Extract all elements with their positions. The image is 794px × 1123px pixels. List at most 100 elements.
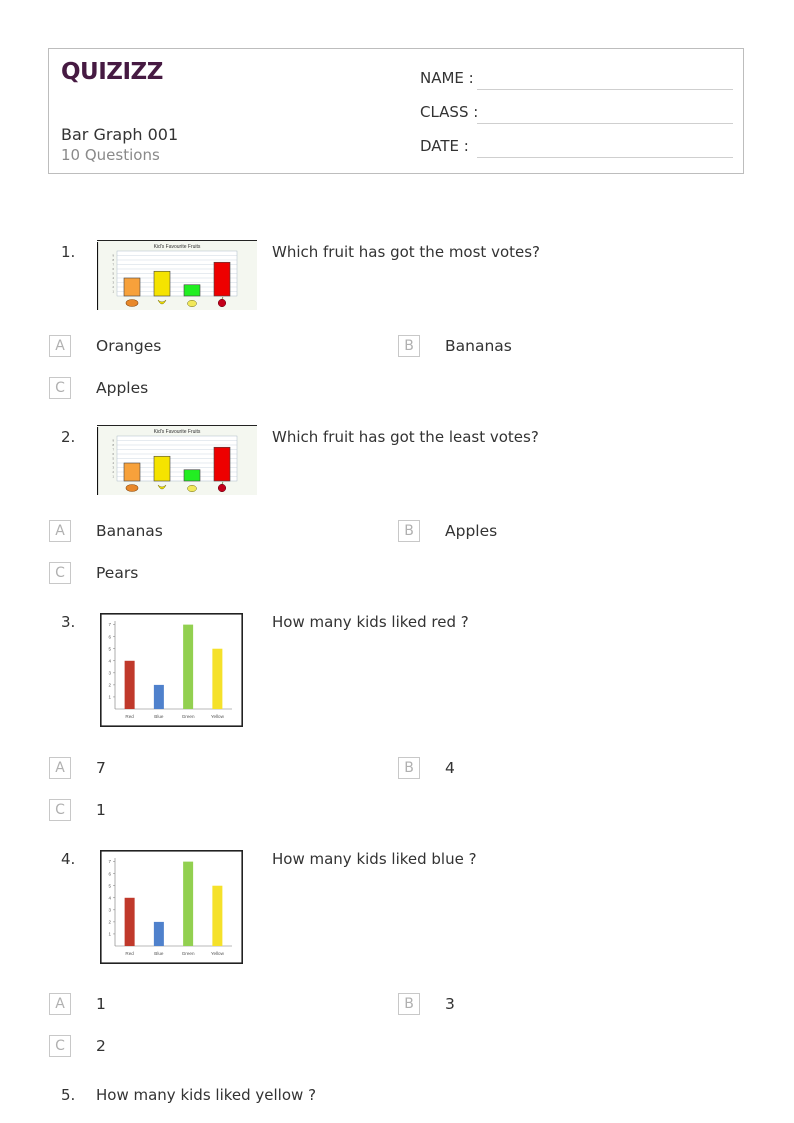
x-tick-label: Blue (154, 951, 164, 956)
option-text[interactable]: 7 (96, 759, 106, 777)
x-tick-label: Yellow (211, 714, 225, 719)
question-image: Kid's Favourite Fruits 1 2 3 4 5 6 7 8 9 (96, 240, 257, 314)
bar (213, 446, 231, 482)
question-number: 5. (61, 1086, 76, 1104)
y-tick-label: 6 (113, 267, 115, 271)
option-text[interactable]: 1 (96, 801, 106, 819)
bar (153, 455, 171, 482)
question-number: 3. (61, 613, 76, 631)
name-line (477, 89, 733, 90)
x-tick-label: Green (182, 714, 195, 719)
date-field[interactable]: DATE : (420, 137, 733, 158)
option-letter[interactable]: B (398, 993, 420, 1015)
x-tick-label: Red (125, 951, 134, 956)
bar (123, 277, 141, 297)
chart-title: Kid's Favourite Fruits (154, 429, 201, 435)
option-letter[interactable]: B (398, 335, 420, 357)
bar (153, 921, 164, 946)
option-letter[interactable]: C (49, 377, 71, 399)
y-tick-label: 8 (113, 258, 115, 262)
y-tick-label: 3 (108, 907, 111, 912)
option-letter[interactable]: A (49, 757, 71, 779)
option-text[interactable]: Pears (96, 564, 139, 582)
option-text[interactable]: 1 (96, 995, 106, 1013)
question-number: 2. (61, 428, 76, 446)
y-tick-label: 6 (108, 634, 111, 639)
banana-icon (157, 484, 167, 490)
worksheet-header: QUIZIZZ Bar Graph 001 10 Questions NAME … (48, 48, 744, 174)
bar (123, 462, 141, 482)
question-number: 1. (61, 243, 76, 261)
bar (212, 648, 223, 709)
banana-icon (157, 299, 167, 305)
option-text[interactable]: Apples (445, 522, 498, 540)
question-image: 1 2 3 4 5 6 7 Red Blue Green Yellow (100, 850, 243, 968)
question-image: Kid's Favourite Fruits 1 2 3 4 5 6 7 8 9 (96, 425, 257, 499)
y-tick-label: 4 (108, 895, 111, 900)
y-tick-label: 6 (108, 871, 111, 876)
y-tick-label: 2 (113, 285, 115, 289)
option-letter[interactable]: A (49, 993, 71, 1015)
bar (153, 270, 171, 297)
class-field[interactable]: CLASS : (420, 103, 733, 124)
option-letter[interactable]: B (398, 520, 420, 542)
option-letter[interactable]: A (49, 520, 71, 542)
quizizz-logo: QUIZIZZ (61, 59, 163, 85)
bar (183, 284, 201, 297)
y-tick-label: 1 (113, 290, 115, 294)
y-tick-label: 5 (108, 646, 111, 651)
class-line (477, 123, 733, 124)
apple-icon (217, 296, 227, 308)
y-tick-label: 6 (113, 452, 115, 456)
bar (213, 261, 231, 297)
option-letter[interactable]: A (49, 335, 71, 357)
apple-icon (217, 481, 227, 493)
option-text[interactable]: 3 (445, 995, 455, 1013)
bar (124, 660, 135, 709)
bar (183, 861, 194, 946)
date-line (477, 157, 733, 158)
y-tick-label: 2 (113, 470, 115, 474)
y-tick-label: 4 (108, 658, 111, 663)
option-letter[interactable]: B (398, 757, 420, 779)
option-letter[interactable]: C (49, 1035, 71, 1057)
y-tick-label: 2 (108, 682, 111, 687)
y-tick-label: 1 (108, 695, 111, 700)
y-tick-label: 4 (113, 276, 115, 280)
option-letter[interactable]: C (49, 799, 71, 821)
option-text[interactable]: Bananas (96, 522, 163, 540)
option-text[interactable]: Bananas (445, 337, 512, 355)
color-bar-chart: 1 2 3 4 5 6 7 Red Blue Green Yellow (100, 613, 243, 728)
y-tick-label: 5 (113, 272, 115, 276)
y-tick-label: 1 (108, 932, 111, 937)
option-letter[interactable]: C (49, 562, 71, 584)
option-text[interactable]: Oranges (96, 337, 162, 355)
option-text[interactable]: 4 (445, 759, 455, 777)
color-bar-chart: 1 2 3 4 5 6 7 Red Blue Green Yellow (100, 850, 243, 965)
question-text: How many kids liked red ? (272, 613, 469, 631)
pear-icon (187, 300, 197, 307)
y-tick-label: 7 (113, 448, 115, 452)
bar (124, 897, 135, 946)
option-text[interactable]: Apples (96, 379, 149, 397)
x-tick-label: Green (182, 951, 195, 956)
question-text: How many kids liked blue ? (272, 850, 477, 868)
y-tick-label: 7 (108, 622, 111, 627)
option-text[interactable]: 2 (96, 1037, 106, 1055)
x-tick-label: Blue (154, 714, 164, 719)
worksheet-title: Bar Graph 001 (61, 125, 179, 144)
bar (183, 624, 194, 709)
y-tick-label: 7 (113, 263, 115, 267)
y-tick-label: 1 (113, 475, 115, 479)
y-tick-label: 7 (108, 859, 111, 864)
question-image: 1 2 3 4 5 6 7 Red Blue Green Yellow (100, 613, 243, 731)
y-tick-label: 3 (113, 281, 115, 285)
x-tick-label: Yellow (211, 951, 225, 956)
y-tick-label: 2 (108, 919, 111, 924)
pear-icon (187, 485, 197, 492)
name-field[interactable]: NAME : (420, 69, 733, 90)
bar (212, 885, 223, 946)
question-text: Which fruit has got the most votes? (272, 243, 541, 261)
